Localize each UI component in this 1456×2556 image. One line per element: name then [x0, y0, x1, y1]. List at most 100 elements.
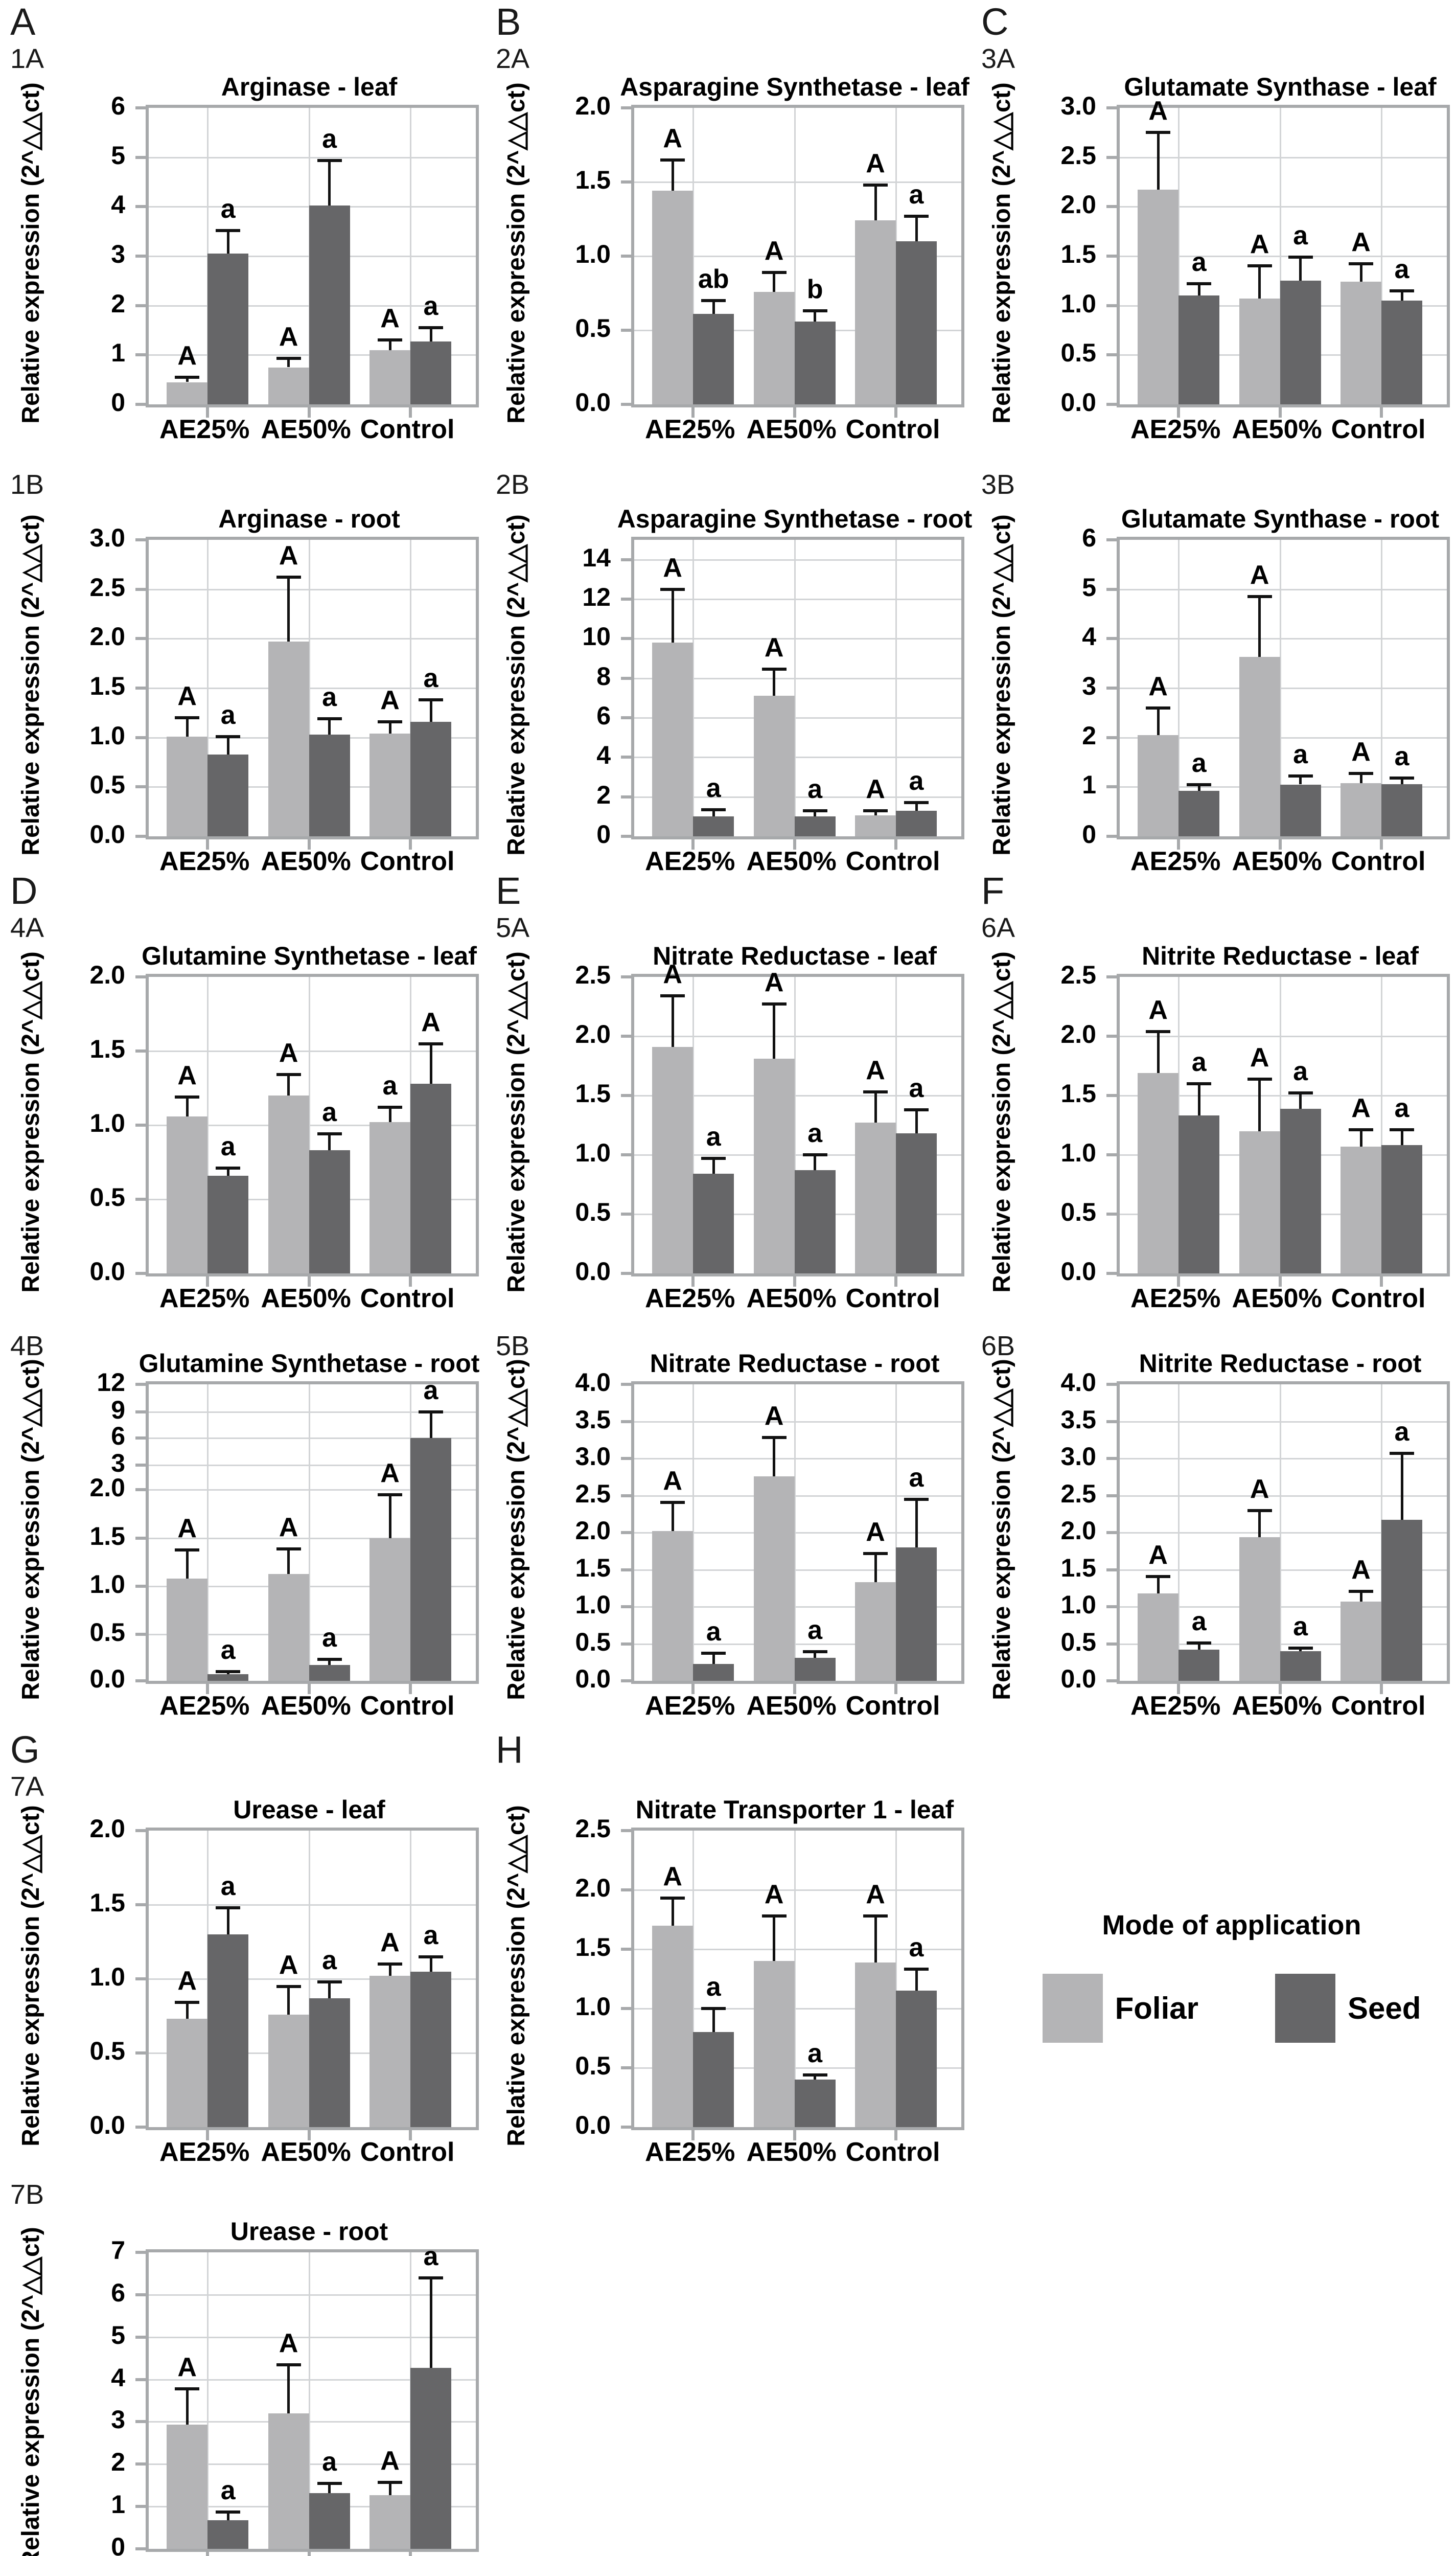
x-tick-label: Control	[360, 847, 455, 876]
gridline-h	[149, 1051, 476, 1052]
error-bar	[226, 2512, 229, 2520]
y-tick-label: 2.5	[89, 573, 125, 602]
x-tick-label: Control	[360, 2137, 455, 2167]
gridline-v	[1279, 1384, 1281, 1681]
x-tick-label: Control	[845, 415, 940, 444]
y-tick-mark	[135, 304, 146, 307]
significance-letter: a	[1293, 1612, 1308, 1642]
x-tick-mark	[206, 839, 210, 850]
y-tick-label: 4	[111, 2363, 125, 2392]
chart-title: Urease - leaf	[233, 1795, 385, 1824]
x-tick-mark	[409, 1276, 412, 1287]
legend-swatch-seed	[1275, 1974, 1335, 2043]
y-tick-mark	[1106, 687, 1117, 690]
chart-title: Arginase - leaf	[221, 73, 398, 101]
subpanel-code-4B: 4B	[10, 1331, 44, 1361]
y-tick-mark	[135, 2547, 146, 2550]
gridline-h	[634, 1495, 961, 1497]
error-bar-cap	[175, 1548, 200, 1551]
y-tick-mark	[621, 1035, 631, 1038]
error-bar	[712, 2009, 715, 2033]
significance-letter: A	[177, 2352, 197, 2382]
gridline-v	[1178, 1384, 1180, 1681]
error-bar	[1157, 1576, 1160, 1593]
error-bar	[388, 1964, 391, 1976]
y-tick-mark	[621, 637, 631, 641]
error-bar	[429, 2277, 432, 2368]
y-tick-mark	[621, 795, 631, 798]
significance-letter: A	[279, 1512, 298, 1542]
gridline-h	[149, 2336, 476, 2338]
subpanel-code-5B: 5B	[496, 1331, 530, 1361]
error-bar	[226, 736, 229, 755]
subpanel-code-3B: 3B	[981, 469, 1015, 500]
x-tick-label: AE50%	[261, 1284, 351, 1313]
error-bar-cap	[216, 735, 241, 738]
y-tick-label: 0.5	[575, 314, 611, 343]
bar-foliar-AE50%	[268, 2413, 309, 2549]
bar-foliar-Control	[855, 815, 896, 836]
significance-letter: A	[380, 2446, 400, 2476]
x-tick-label: AE25%	[1130, 1691, 1221, 1721]
error-bar-cap	[1349, 1128, 1373, 1132]
y-axis-label: Relative expression (2^△△ct)	[988, 1359, 1015, 1700]
error-bar-cap	[317, 1658, 342, 1661]
bar-foliar-AE25%	[167, 1116, 208, 1273]
error-bar	[429, 328, 432, 342]
error-bar	[671, 1898, 674, 1926]
x-tick-mark	[206, 1276, 210, 1287]
chart-title: Glutamate Synthase - root	[1121, 505, 1440, 533]
y-axis-label: Relative expression (2^△△ct)	[17, 82, 44, 424]
panel-1B: 1B Arginase - root Relative expression (2^…	[0, 463, 486, 912]
bar-foliar-Control	[369, 1122, 410, 1273]
y-tick-label: 6	[596, 701, 611, 730]
panel-3B: 3B Glutamate Synthase - root Relative expr…	[971, 463, 1456, 912]
significance-letter: A	[866, 1880, 885, 1910]
y-tick-mark	[135, 155, 146, 159]
error-bar	[328, 1981, 331, 1998]
y-axis-label: Relative expression (2^△△ct)	[17, 1359, 44, 1700]
significance-letter: a	[322, 1098, 337, 1128]
gridline-v	[794, 977, 796, 1273]
x-tick-mark	[894, 839, 897, 850]
x-tick-label: Control	[845, 2137, 940, 2167]
y-tick-label: 2.0	[89, 622, 125, 651]
y-tick-mark	[135, 1410, 146, 1413]
error-bar	[915, 1499, 918, 1547]
error-bar-cap	[216, 1906, 241, 1909]
y-tick-mark	[1106, 835, 1117, 838]
bar-seed-Control	[410, 2368, 451, 2549]
error-bar-cap	[761, 1914, 787, 1918]
y-tick-mark	[1106, 1153, 1117, 1156]
x-tick-label: AE25%	[1130, 847, 1221, 876]
y-tick-mark	[621, 1420, 631, 1423]
error-bar	[814, 2074, 817, 2080]
bar-foliar-Control	[1341, 282, 1381, 404]
y-tick-label: 5	[1082, 573, 1096, 602]
error-bar	[814, 311, 817, 322]
y-tick-label: 1	[111, 338, 125, 368]
significance-letter: a	[1191, 247, 1207, 278]
subpanel-code-7B: 7B	[10, 2179, 44, 2210]
x-tick-mark	[206, 2130, 210, 2140]
legend-title: Mode of application	[1102, 1910, 1361, 1941]
gridline-h	[634, 638, 961, 640]
significance-letter: a	[1191, 748, 1207, 778]
y-tick-label: 3.0	[89, 523, 125, 552]
y-tick-mark	[135, 538, 146, 541]
error-bar-cap	[701, 2007, 726, 2010]
y-tick-label: 0.5	[575, 2051, 611, 2080]
bar-seed-Control	[896, 1991, 937, 2127]
significance-letter: A	[177, 681, 197, 711]
error-bar	[712, 301, 715, 314]
gridline-v	[692, 1831, 695, 2127]
bar-foliar-AE50%	[1239, 1537, 1280, 1681]
panel-2B: 2B Asparagine Synthetase - root Relative e…	[486, 463, 972, 912]
x-tick-label: AE25%	[645, 415, 735, 444]
x-tick-label: AE25%	[645, 1691, 735, 1721]
error-bar	[388, 2482, 391, 2495]
